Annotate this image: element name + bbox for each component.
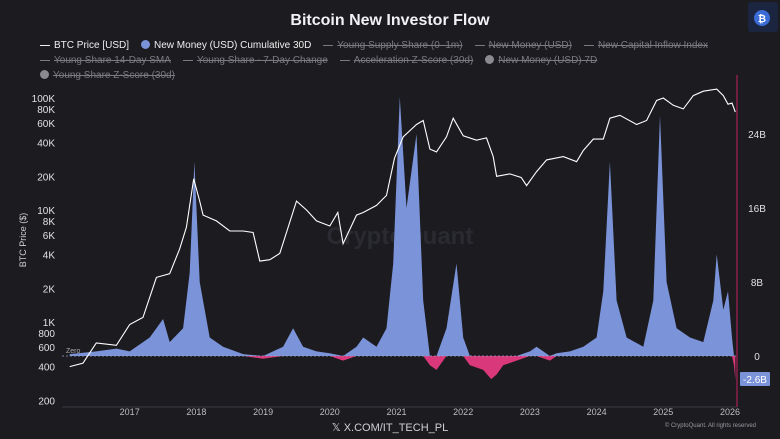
right-tick-label: 8B bbox=[751, 278, 764, 289]
zero-label: Zero bbox=[66, 348, 81, 355]
x-tick-label: 2023 bbox=[520, 407, 540, 417]
legend-item[interactable]: New Capital Inflow Index bbox=[583, 38, 708, 53]
legend-label: Young Share 14-Day SMA bbox=[54, 55, 171, 66]
x-tick-label: 2018 bbox=[186, 407, 206, 417]
legend-line-icon bbox=[339, 59, 350, 61]
chart-title: Bitcoin New Investor Flow bbox=[290, 12, 490, 29]
legend-line-icon bbox=[323, 44, 334, 46]
left-axis-title: BTC Price ($) bbox=[18, 213, 28, 268]
legend-item[interactable]: Young Share 14-Day SMA bbox=[40, 53, 171, 68]
x-logo-icon: 𝕏 bbox=[331, 422, 344, 434]
last-value-label: -2.6B bbox=[743, 375, 767, 386]
legend-line-icon bbox=[40, 44, 50, 46]
right-tick-label: 0 bbox=[754, 352, 760, 363]
x-tick-label: 2024 bbox=[587, 407, 607, 417]
legend-item[interactable]: BTC Price [USD] bbox=[40, 38, 129, 53]
left-tick-label: 1K bbox=[43, 318, 56, 329]
legend: BTC Price [USD] New Money (USD) Cumulativ… bbox=[40, 38, 750, 83]
left-tick-label: 40K bbox=[37, 139, 55, 150]
left-tick-label: 8K bbox=[43, 217, 56, 228]
social-handle-text: X.COM/IT_TECH_PL bbox=[343, 422, 449, 434]
legend-label: Acceleration Z-Score (30d) bbox=[353, 55, 474, 66]
right-tick-label: 24B bbox=[748, 130, 766, 141]
copyright: © CryptoQuant. All rights reserved bbox=[664, 423, 756, 429]
left-tick-label: 80K bbox=[37, 105, 55, 116]
left-tick-label: 400 bbox=[38, 363, 55, 374]
legend-label: New Money (USD) Cumulative 30D bbox=[154, 40, 312, 51]
legend-line-icon bbox=[583, 44, 594, 46]
new-money-positive-area bbox=[69, 97, 736, 356]
legend-item[interactable]: New Money (USD) bbox=[474, 38, 572, 53]
legend-item[interactable]: Young Share - 7-Day Change bbox=[182, 53, 328, 68]
new-money-negative-area bbox=[69, 356, 736, 381]
legend-line-icon bbox=[182, 59, 193, 61]
legend-item[interactable]: Young Supply Share (0–1m) bbox=[323, 38, 463, 53]
x-tick-label: 2025 bbox=[653, 407, 673, 417]
left-tick-label: 100K bbox=[32, 94, 56, 105]
legend-label: Young Share Z-Score (30d) bbox=[53, 70, 175, 81]
x-tick-label: 2022 bbox=[453, 407, 473, 417]
legend-label: Young Share - 7-Day Change bbox=[196, 55, 328, 66]
legend-line-icon bbox=[474, 44, 485, 46]
legend-item[interactable]: Young Share Z-Score (30d) bbox=[40, 68, 175, 83]
left-tick-label: 2K bbox=[43, 284, 56, 295]
legend-label: BTC Price [USD] bbox=[54, 40, 130, 51]
legend-dot-icon bbox=[485, 55, 495, 64]
legend-dot-icon bbox=[40, 70, 49, 79]
left-tick-label: 20K bbox=[37, 172, 55, 183]
x-tick-label: 2021 bbox=[386, 407, 406, 417]
legend-item[interactable]: New Money (USD) 7D bbox=[485, 53, 597, 68]
x-tick-label: 2020 bbox=[320, 407, 340, 417]
left-tick-label: 60K bbox=[37, 119, 55, 130]
legend-item[interactable]: New Money (USD) Cumulative 30D bbox=[141, 38, 311, 53]
x-tick-label: 2026 bbox=[720, 407, 740, 417]
btc-price-line bbox=[69, 88, 736, 368]
legend-item[interactable]: Acceleration Z-Score (30d) bbox=[339, 53, 474, 68]
legend-label: New Capital Inflow Index bbox=[597, 40, 708, 51]
x-tick-label: 2017 bbox=[120, 407, 140, 417]
right-tick-label: 16B bbox=[748, 204, 766, 215]
svg-text:₿: ₿ bbox=[758, 13, 766, 25]
last-value-badge bbox=[740, 372, 770, 386]
legend-label: New Money (USD) 7D bbox=[498, 55, 598, 66]
left-tick-label: 200 bbox=[38, 396, 55, 407]
social-handle: 𝕏 X.COM/IT_TECH_PL bbox=[0, 421, 780, 434]
legend-label: Young Supply Share (0–1m) bbox=[337, 40, 463, 51]
brand-logo: ₿ bbox=[748, 2, 778, 32]
left-tick-label: 4K bbox=[43, 251, 56, 262]
left-tick-label: 10K bbox=[37, 206, 55, 217]
legend-line-icon bbox=[40, 59, 50, 61]
x-tick-label: 2019 bbox=[253, 407, 273, 417]
left-tick-label: 600 bbox=[38, 343, 55, 354]
left-tick-label: 800 bbox=[38, 329, 55, 340]
left-tick-label: 6K bbox=[43, 231, 56, 242]
legend-dot-icon bbox=[141, 40, 151, 49]
legend-label: New Money (USD) bbox=[488, 40, 572, 51]
